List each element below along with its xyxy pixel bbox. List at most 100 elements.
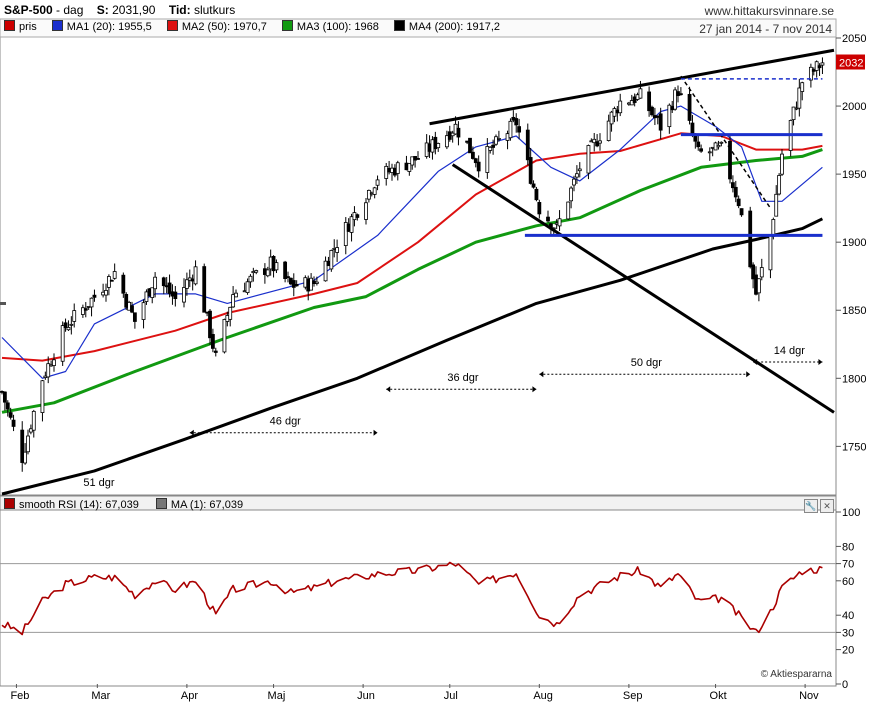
symbol: S&P-500: [4, 3, 53, 17]
candle-body: [40, 380, 45, 413]
legend-label: MA3 (100): 1968: [296, 21, 379, 33]
rsi-y-tick-label: 30: [842, 627, 854, 639]
candle-body: [598, 140, 602, 144]
candle-body: [534, 188, 539, 201]
candle-body: [372, 187, 377, 195]
wrench-icon[interactable]: 🔧: [804, 499, 818, 513]
x-tick-label: Jul: [444, 690, 458, 702]
annotation-arrowhead: [386, 386, 391, 393]
legend-rsi: smooth RSI (14): 67,039: [4, 498, 139, 511]
candle-body: [104, 289, 108, 296]
candle-body: [323, 260, 328, 282]
legend-ma3: MA3 (100): 1968: [281, 20, 379, 33]
candle-body: [808, 66, 813, 81]
rsi-legend: smooth RSI (14): 67,039 MA (1): 67,039: [0, 498, 253, 511]
trendline: [429, 48, 835, 126]
candle-body: [736, 198, 741, 207]
candle-body: [488, 146, 493, 151]
annotation-arrowhead: [539, 371, 544, 378]
candle-body: [566, 201, 571, 220]
y-tick-label: 2000: [842, 101, 866, 113]
annotation-arrowhead: [753, 358, 758, 365]
legend-ma1: MA1 (20): 1955,5: [51, 20, 152, 33]
rsi-y-tick-label: 70: [842, 559, 854, 571]
rsi-line: [1, 561, 823, 636]
candle-body: [759, 267, 764, 278]
annotation-arrowhead: [189, 429, 194, 436]
price-badge: [836, 54, 865, 70]
candle-body: [202, 266, 207, 313]
candle-body: [768, 234, 773, 271]
candle-body: [416, 158, 420, 160]
candle-body: [739, 208, 744, 216]
legend-ma4: MA4 (200): 1917,2: [393, 20, 501, 33]
candle-body: [153, 276, 158, 290]
candle-body: [546, 216, 550, 222]
candle-body: [31, 410, 36, 431]
candle-body: [433, 136, 438, 150]
candle-body: [89, 297, 94, 308]
candle-body: [407, 163, 412, 172]
candle-body: [647, 91, 652, 112]
x-tick-label: Apr: [181, 690, 198, 702]
ma3-line: [1, 148, 823, 414]
candle-body: [193, 266, 198, 285]
candle-body: [609, 111, 614, 125]
rsi-y-tick-label: 20: [842, 645, 854, 657]
trendline: [451, 163, 835, 414]
x-tick-label: Aug: [533, 690, 553, 702]
candle-body: [690, 122, 695, 135]
candle-body: [491, 144, 496, 148]
candle-body: [46, 363, 51, 378]
date-range: 27 jan 2014 - 7 nov 2014: [699, 22, 832, 36]
candle-body: [26, 435, 30, 453]
y-tick-label: 1800: [842, 373, 866, 385]
rsi-y-tick-label: 100: [842, 507, 860, 519]
candle-body: [517, 126, 522, 133]
candle-body: [496, 137, 501, 140]
candle-body: [574, 173, 579, 178]
y-tick-label: 1750: [842, 441, 866, 453]
legend-swatch: [4, 498, 15, 509]
candle-body: [161, 277, 166, 287]
x-tick-label: Maj: [268, 690, 286, 702]
candle-body: [355, 214, 360, 218]
candle-body: [335, 247, 340, 253]
candle-body: [638, 88, 643, 99]
legend-swatch: [166, 20, 178, 31]
trendline: [680, 75, 772, 209]
tid-label: Tid:: [168, 3, 191, 17]
candle-body: [577, 168, 582, 172]
candle-body: [314, 281, 319, 284]
rsi-y-tick-label: 40: [842, 610, 854, 622]
close-icon[interactable]: ✕: [820, 499, 834, 513]
candle-body: [797, 87, 802, 109]
candle-body: [63, 322, 68, 328]
candle-body: [650, 106, 654, 116]
candle-body: [733, 186, 738, 198]
candle-body: [569, 187, 574, 202]
candle-body: [794, 107, 799, 110]
candle-body: [343, 222, 348, 246]
candle-body: [141, 302, 146, 320]
s-label: S:: [96, 3, 109, 17]
candle-body: [696, 141, 701, 148]
candle-body: [213, 350, 218, 353]
tid-value: slutkurs: [193, 3, 236, 17]
y-tick-label: 1850: [842, 305, 866, 317]
price-legend: pris MA1 (20): 1955,5 MA2 (50): 1970,7 M…: [0, 20, 508, 36]
candle-body: [820, 62, 825, 66]
candle-body: [748, 210, 753, 268]
candle-body: [730, 182, 735, 189]
candle-body: [719, 141, 724, 144]
period: dag: [63, 3, 84, 17]
legend-label: pris: [19, 21, 37, 33]
candle-body: [20, 429, 25, 463]
candle-body: [728, 140, 732, 180]
x-tick-label: Okt: [710, 690, 727, 702]
candle-body: [121, 274, 126, 294]
price-panel: [0, 36, 837, 496]
legend-label: MA4 (200): 1917,2: [408, 21, 501, 33]
candle-body: [468, 137, 472, 154]
candle-body: [130, 305, 134, 313]
